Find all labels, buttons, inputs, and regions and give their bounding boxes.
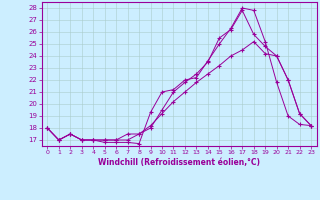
- X-axis label: Windchill (Refroidissement éolien,°C): Windchill (Refroidissement éolien,°C): [98, 158, 260, 167]
